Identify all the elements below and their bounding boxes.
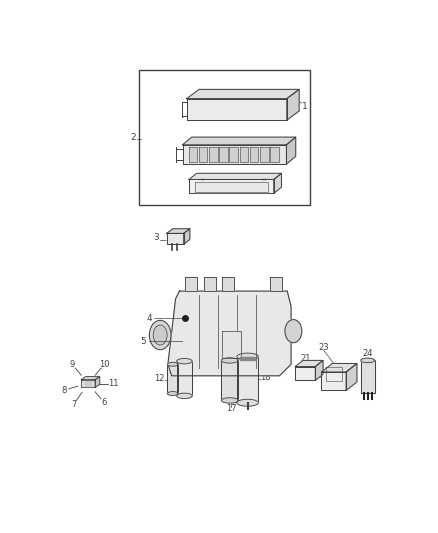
Polygon shape [209,147,218,161]
Text: 9: 9 [69,360,74,368]
Text: 7: 7 [71,400,76,409]
Text: 12: 12 [154,374,164,383]
Polygon shape [250,147,258,161]
Text: 5: 5 [141,337,146,346]
Ellipse shape [221,398,238,403]
Polygon shape [167,233,184,244]
Text: 2: 2 [130,133,136,142]
Text: 15: 15 [208,359,219,368]
Ellipse shape [177,359,192,364]
Text: 10: 10 [99,360,110,368]
Polygon shape [286,137,296,164]
Polygon shape [219,147,228,161]
Polygon shape [195,182,268,192]
Ellipse shape [167,392,178,395]
Polygon shape [321,372,346,391]
Polygon shape [204,277,216,291]
Text: 17: 17 [226,403,237,413]
Polygon shape [167,229,190,233]
Text: 4: 4 [146,313,152,322]
Polygon shape [177,361,192,396]
Polygon shape [189,180,274,193]
Polygon shape [81,379,95,387]
Polygon shape [183,137,296,145]
Polygon shape [184,229,190,244]
Polygon shape [240,357,255,360]
Polygon shape [189,147,197,161]
Polygon shape [189,173,282,180]
Polygon shape [230,147,238,161]
Ellipse shape [153,325,167,345]
Polygon shape [221,360,238,400]
Polygon shape [187,90,299,99]
Ellipse shape [177,393,192,399]
Polygon shape [270,147,279,161]
Text: 24: 24 [362,349,373,358]
Polygon shape [295,367,315,381]
Text: 21: 21 [300,354,311,364]
Text: 1: 1 [302,102,308,111]
Polygon shape [361,360,374,393]
Polygon shape [295,360,323,367]
Text: 19: 19 [260,356,270,365]
Polygon shape [199,147,208,161]
Polygon shape [168,291,291,376]
Polygon shape [315,360,323,381]
Polygon shape [183,145,286,164]
Polygon shape [237,357,258,403]
Ellipse shape [237,353,258,360]
Text: 6: 6 [102,399,107,407]
Text: 18: 18 [260,373,271,382]
Ellipse shape [221,358,238,363]
Polygon shape [185,277,197,291]
Polygon shape [321,364,357,372]
Polygon shape [346,364,357,391]
Text: 14: 14 [194,359,205,368]
Text: 11: 11 [108,379,119,388]
Polygon shape [222,277,234,291]
Polygon shape [240,147,248,161]
Polygon shape [222,331,241,358]
Ellipse shape [149,320,171,350]
Polygon shape [274,173,282,193]
Ellipse shape [167,362,178,366]
Polygon shape [269,277,282,291]
Polygon shape [167,364,178,393]
Text: 3: 3 [153,233,159,243]
Polygon shape [260,147,268,161]
Text: 23: 23 [318,343,329,352]
Polygon shape [187,99,287,120]
Ellipse shape [285,320,302,343]
Text: 16: 16 [224,362,234,371]
Polygon shape [287,90,299,120]
Polygon shape [85,381,91,386]
Polygon shape [81,377,100,379]
Polygon shape [95,377,100,387]
Text: 8: 8 [61,385,66,394]
Text: 13: 13 [168,353,178,362]
Ellipse shape [237,399,258,406]
Ellipse shape [361,358,374,363]
Text: 22: 22 [308,370,318,379]
Bar [139,70,310,205]
